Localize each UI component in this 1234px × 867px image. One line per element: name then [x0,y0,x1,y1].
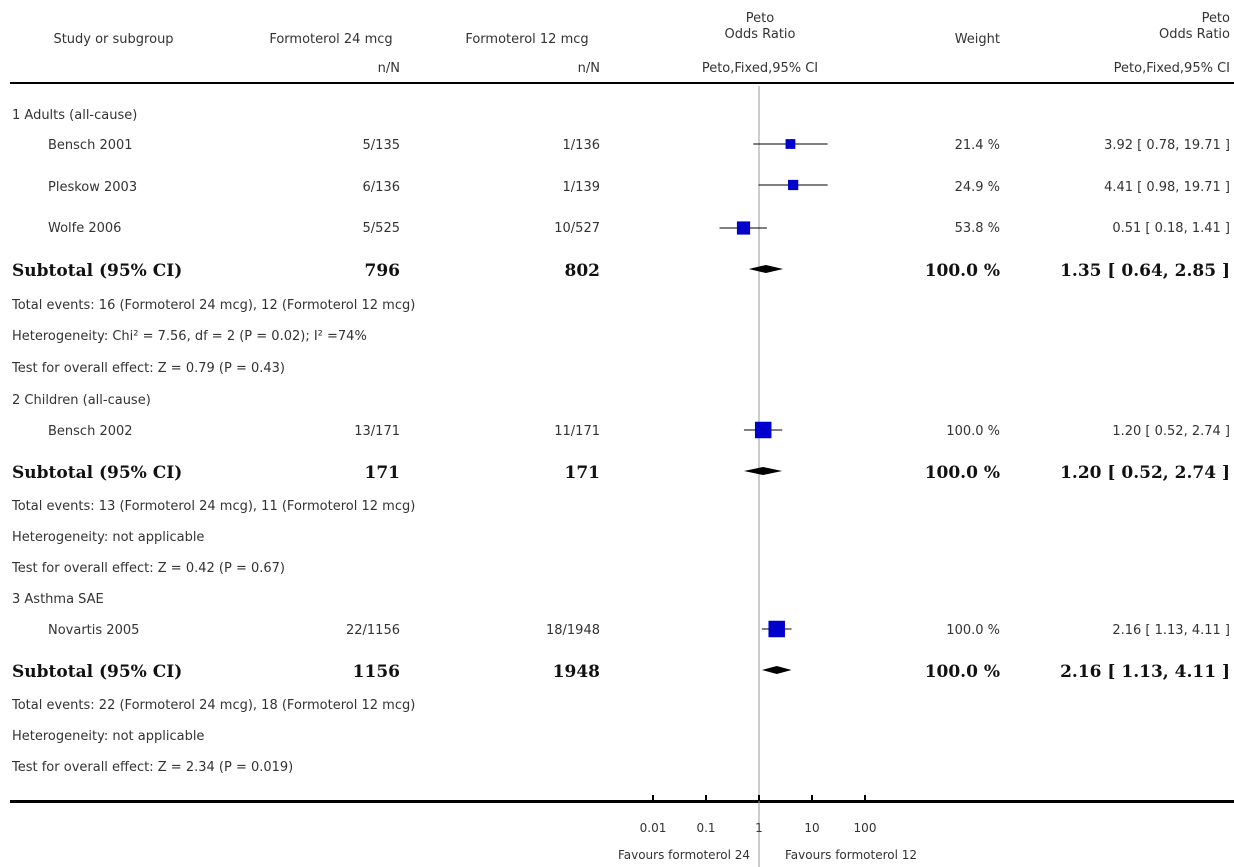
study-ci-text: 1.20 [ 0.52, 2.74 ] [1112,424,1230,439]
header-or-line1: Peto [745,11,775,26]
study-name: Bensch 2002 [48,424,133,439]
axis-tick-label: 0.01 [640,821,667,835]
study-treatment: 13/171 [354,424,400,439]
study-weight: 100.0 % [946,623,1000,638]
subtotal-diamond [743,467,783,475]
study-ci-text: 4.41 [ 0.98, 19.71 ] [1104,180,1230,195]
study-ci-text: 3.92 [ 0.78, 19.71 ] [1104,138,1230,153]
axis-tick-label: 10 [804,821,819,835]
study-name: Wolfe 2006 [48,221,122,236]
header-control: Formoterol 12 mcg [465,32,589,47]
header-study: Study or subgroup [53,32,174,47]
study-name: Pleskow 2003 [48,180,138,195]
subtotal-diamond [748,265,784,273]
note-overall-effect: Test for overall effect: Z = 0.42 (P = 0… [12,561,285,576]
study-control: 10/527 [554,221,600,236]
subtotal-label: Subtotal (95% CI) [12,261,183,281]
subtotal-ci-text: 2.16 [ 1.13, 4.11 ] [1060,662,1230,682]
header-control-sub: n/N [577,61,600,76]
point-estimate-marker [736,221,751,235]
header-weight: Weight [954,32,1000,47]
header-method-sub: Peto,Fixed,95% CI [701,61,819,76]
study-control: 1/136 [562,138,600,153]
note-heterogeneity: Heterogeneity: not applicable [12,530,205,545]
subtotal-weight: 100.0 % [924,261,1000,281]
study-weight: 53.8 % [954,221,1000,236]
header-rule [10,82,1234,84]
header-treatment-sub: n/N [377,61,400,76]
subtotal-treatment: 171 [364,463,401,483]
favours-right-label: Favours formoterol 12 [785,848,918,862]
subtotal-diamond [761,666,792,674]
subtotal-weight: 100.0 % [924,662,1000,682]
subtotal-ci-text: 1.35 [ 0.64, 2.85 ] [1060,261,1230,281]
subtotal-control: 1948 [552,662,600,682]
subtotal-treatment: 1156 [352,662,400,682]
footer-rule [10,800,1234,803]
study-treatment: 5/135 [362,138,400,153]
favours-left-label: Favours formoterol 24 [617,848,750,862]
axis-tick-label: 1 [755,821,763,835]
group-title: 2 Children (all-cause) [12,393,151,408]
point-estimate-marker [768,620,785,638]
axis-tick-label: 100 [854,821,877,835]
note-heterogeneity: Heterogeneity: not applicable [12,729,205,744]
study-ci-text: 2.16 [ 1.13, 4.11 ] [1112,623,1230,638]
subtotal-weight: 100.0 % [924,463,1000,483]
axis-tick-label: 0.1 [696,821,715,835]
study-name: Bensch 2001 [48,138,133,153]
header-treatment: Formoterol 24 mcg [269,32,393,47]
note-heterogeneity: Heterogeneity: Chi² = 7.56, df = 2 (P = … [12,329,367,344]
note-overall-effect: Test for overall effect: Z = 2.34 (P = 0… [12,760,294,775]
study-treatment: 5/525 [362,221,400,236]
study-control: 18/1948 [545,623,600,638]
study-weight: 100.0 % [946,424,1000,439]
subtotal-ci-text: 1.20 [ 0.52, 2.74 ] [1060,463,1230,483]
subtotal-treatment: 796 [364,261,401,281]
study-control: 1/139 [562,180,600,195]
subtotal-control: 802 [564,261,601,281]
header-or2-line1: Peto [1201,11,1230,26]
subtotal-control: 171 [564,463,601,483]
point-estimate-marker [788,179,799,191]
study-weight: 21.4 % [954,138,1000,153]
header-or2-line2: Odds Ratio [1158,27,1230,42]
note-total-events: Total events: 16 (Formoterol 24 mcg), 12… [12,298,416,313]
point-estimate-marker [754,421,772,439]
group-title: 1 Adults (all-cause) [12,108,138,123]
subtotal-label: Subtotal (95% CI) [12,463,183,483]
study-control: 11/171 [554,424,600,439]
study-treatment: 22/1156 [345,623,400,638]
subtotal-label: Subtotal (95% CI) [12,662,183,682]
header-method2-sub: Peto,Fixed,95% CI [1113,61,1230,76]
note-total-events: Total events: 13 (Formoterol 24 mcg), 11… [12,499,416,514]
study-ci-text: 0.51 [ 0.18, 1.41 ] [1112,221,1230,236]
group-title: 3 Asthma SAE [12,592,104,607]
study-treatment: 6/136 [362,180,400,195]
study-weight: 24.9 % [954,180,1000,195]
note-overall-effect: Test for overall effect: Z = 0.79 (P = 0… [12,361,285,376]
note-total-events: Total events: 22 (Formoterol 24 mcg), 18… [12,698,416,713]
header-or-line2: Odds Ratio [724,27,796,42]
study-name: Novartis 2005 [48,623,140,638]
point-estimate-marker [785,139,796,149]
